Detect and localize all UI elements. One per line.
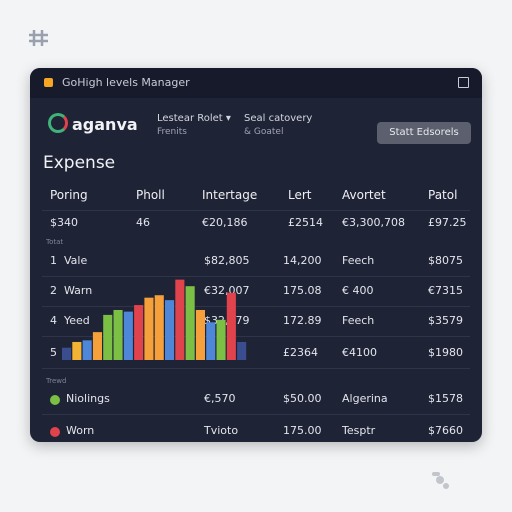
bar bbox=[123, 311, 133, 360]
bar bbox=[216, 319, 226, 360]
table-cell: €4100 bbox=[342, 346, 377, 359]
table-cell: 175.08 bbox=[283, 284, 322, 297]
summary-cell: €20,186 bbox=[202, 216, 248, 229]
nav-sub: & Goatel bbox=[244, 127, 284, 137]
table-cell: €,570 bbox=[204, 392, 236, 405]
column-header: Intertage bbox=[202, 188, 258, 202]
table-cell: Niolings bbox=[66, 392, 110, 405]
table-cell: $7660 bbox=[428, 424, 463, 437]
nav-item[interactable]: Seal catovery bbox=[244, 113, 313, 124]
row-separator bbox=[42, 414, 470, 415]
group-label: Trewd bbox=[46, 377, 67, 385]
table-cell: $8075 bbox=[428, 254, 463, 267]
separator bbox=[42, 210, 470, 211]
brand: aganva bbox=[72, 115, 138, 134]
window-button[interactable] bbox=[458, 77, 469, 88]
bar-chart bbox=[62, 279, 247, 360]
table-cell: $50.00 bbox=[283, 392, 322, 405]
table-cell: €32,007 bbox=[204, 284, 250, 297]
summary-cell: 46 bbox=[136, 216, 150, 229]
table-cell: Feech bbox=[342, 254, 375, 267]
table-cell: Tesptr bbox=[342, 424, 376, 437]
nav-sub: Frenits bbox=[157, 127, 187, 137]
table-cell: Worn bbox=[66, 424, 95, 437]
column-header: Patol bbox=[428, 188, 458, 202]
table-cell: Yeed bbox=[64, 314, 90, 327]
table-cell: £2364 bbox=[283, 346, 318, 359]
bar bbox=[144, 297, 154, 360]
table-cell: 172.89 bbox=[283, 314, 322, 327]
table-cell: 5 bbox=[50, 346, 57, 359]
row-separator bbox=[42, 276, 470, 277]
logo bbox=[48, 113, 68, 133]
table-cell: $82,805 bbox=[204, 254, 250, 267]
table-cell: 4 bbox=[50, 314, 57, 327]
app-icon bbox=[44, 78, 53, 87]
bar bbox=[206, 322, 216, 360]
table-cell: Feech bbox=[342, 314, 375, 327]
row-separator bbox=[42, 336, 470, 337]
table-cell: Algerina bbox=[342, 392, 388, 405]
bar bbox=[92, 332, 102, 360]
bar bbox=[226, 292, 236, 360]
bar bbox=[82, 340, 92, 360]
app-window: GoHigh levels Manager aganva Lestear Rol… bbox=[30, 68, 482, 442]
bar bbox=[195, 309, 205, 360]
hash-icon bbox=[29, 30, 48, 46]
table-cell: Vale bbox=[64, 254, 88, 267]
table-cell: $32,179 bbox=[204, 314, 250, 327]
summary-cell: £2514 bbox=[288, 216, 323, 229]
table-cell: Tvioto bbox=[204, 424, 239, 437]
bar bbox=[62, 347, 72, 360]
table-cell: Warn bbox=[64, 284, 93, 297]
summary-cell: €3,300,708 bbox=[342, 216, 405, 229]
summary-cell: $340 bbox=[50, 216, 78, 229]
table-cell: € 400 bbox=[342, 284, 374, 297]
column-header: Pholl bbox=[136, 188, 165, 202]
bar bbox=[165, 300, 175, 360]
window-title: GoHigh levels Manager bbox=[62, 76, 190, 89]
section-title: Expense bbox=[43, 153, 116, 173]
table-cell: $1578 bbox=[428, 392, 463, 405]
bar bbox=[103, 314, 113, 360]
summary-cell: £97.25 bbox=[428, 216, 467, 229]
table-cell: 1 bbox=[50, 254, 57, 267]
bar bbox=[237, 341, 247, 360]
bar bbox=[185, 286, 195, 360]
bar bbox=[154, 295, 164, 360]
status-dot bbox=[50, 395, 60, 405]
nav-item[interactable]: Lestear Rolet ▾ bbox=[157, 113, 231, 124]
bar bbox=[134, 305, 144, 360]
title-bar bbox=[30, 68, 482, 98]
row-separator bbox=[42, 368, 470, 369]
bar bbox=[175, 279, 185, 360]
column-header: Poring bbox=[50, 188, 88, 202]
corner-icon bbox=[432, 472, 449, 489]
bar bbox=[113, 309, 123, 360]
table-cell: €7315 bbox=[428, 284, 463, 297]
column-header: Avortet bbox=[342, 188, 386, 202]
table-cell: 175.00 bbox=[283, 424, 322, 437]
group-label: Totat bbox=[46, 238, 64, 246]
action-button[interactable]: Statt Edsorels bbox=[377, 122, 471, 144]
table-cell: $3579 bbox=[428, 314, 463, 327]
bar bbox=[72, 341, 82, 360]
status-dot bbox=[50, 427, 60, 437]
table-cell: 2 bbox=[50, 284, 57, 297]
table-cell: $1980 bbox=[428, 346, 463, 359]
table-cell: 14,200 bbox=[283, 254, 322, 267]
row-separator bbox=[42, 306, 470, 307]
nav-label: Lestear Rolet bbox=[157, 113, 223, 124]
column-header: Lert bbox=[288, 188, 312, 202]
